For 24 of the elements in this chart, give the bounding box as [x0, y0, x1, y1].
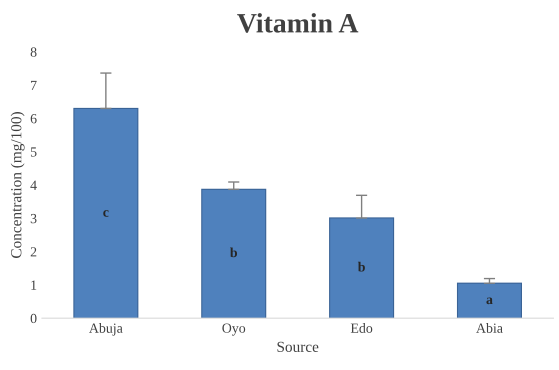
y-tick-label: 5 [30, 147, 37, 157]
bar [73, 108, 138, 318]
y-tick-label: 4 [30, 180, 37, 190]
x-tick-label: Oyo [222, 323, 246, 336]
bar [329, 217, 394, 318]
y-axis-title: Concentration (mg/100) [10, 112, 25, 258]
x-axis-title: Source [277, 342, 318, 352]
y-tick-label: 7 [31, 80, 37, 90]
y-tick-label: 3 [30, 214, 37, 224]
bar [456, 282, 522, 318]
annotation: a [486, 298, 493, 304]
x-tick-label: Abia [476, 323, 503, 333]
y-tick-label: 2 [30, 247, 36, 256]
y-tick-label: 1 [31, 280, 36, 290]
chart-title: Vitamin A [237, 13, 358, 33]
x-tick-label: Abuja [89, 323, 123, 336]
annotation: b [230, 247, 238, 258]
annotation: c [103, 210, 109, 217]
y-tick-label: 0 [30, 314, 37, 324]
bar [201, 188, 266, 318]
y-tick-label: 8 [30, 47, 37, 57]
x-tick-label: Edo [350, 323, 372, 333]
y-tick-label: 6 [30, 114, 37, 124]
annotation: b [358, 262, 365, 272]
